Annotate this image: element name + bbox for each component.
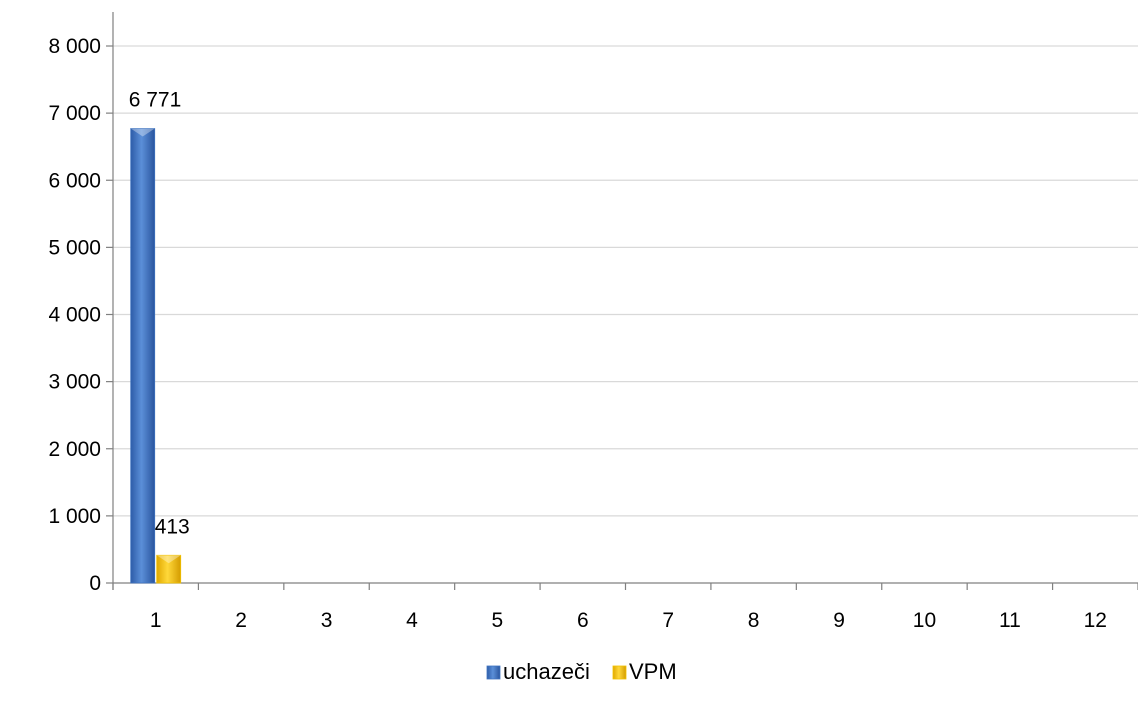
bars [130, 128, 182, 584]
x-tick-label: 10 [913, 609, 936, 632]
y-tick-label: 8 000 [48, 35, 101, 58]
y-tick-label: 2 000 [48, 438, 101, 461]
x-tick-label: 2 [235, 609, 247, 632]
legend-swatch [612, 665, 627, 680]
x-tick-label: 9 [833, 609, 845, 632]
y-tick-label: 5 000 [48, 236, 101, 259]
y-tick-label: 7 000 [48, 102, 101, 125]
x-tick-label: 4 [406, 609, 418, 632]
x-tick-label: 7 [662, 609, 674, 632]
gridlines [113, 45, 1138, 517]
bar-vpm-1 [156, 554, 182, 584]
data-label: 6 771 [129, 88, 182, 111]
legend-swatch [486, 665, 501, 680]
y-tick-label: 3 000 [48, 371, 101, 394]
bar-uchazeci-1 [130, 128, 156, 584]
axes [112, 12, 1138, 590]
x-tick-label: 1 [150, 609, 162, 632]
x-tick-label: 11 [999, 609, 1021, 632]
y-tick-label: 0 [89, 572, 101, 595]
x-tick-label: 5 [492, 609, 504, 632]
bar-bevel [156, 555, 181, 564]
x-tick-label: 6 [577, 609, 589, 632]
x-tick-label: 12 [1084, 609, 1107, 632]
x-axis-ticks: 1 2 3 4 5 6 7 8 9 10 11 12 [112, 583, 1138, 632]
x-tick-label: 3 [321, 609, 333, 632]
y-tick-label: 6 000 [48, 169, 101, 192]
legend: uchazeči VPM [486, 659, 677, 684]
legend-label: VPM [629, 659, 677, 684]
legend-label: uchazeči [503, 659, 590, 684]
y-tick-label: 1 000 [48, 505, 101, 528]
bar-bevel [130, 128, 155, 137]
y-tick-label: 4 000 [48, 304, 101, 327]
y-axis-ticks: 0 1 000 2 000 3 000 4 000 5 000 6 000 7 000 8 00… [48, 35, 113, 595]
x-tick-label: 8 [748, 609, 760, 632]
data-label: 413 [155, 515, 190, 538]
data-labels: 6 771 413 [129, 88, 190, 538]
